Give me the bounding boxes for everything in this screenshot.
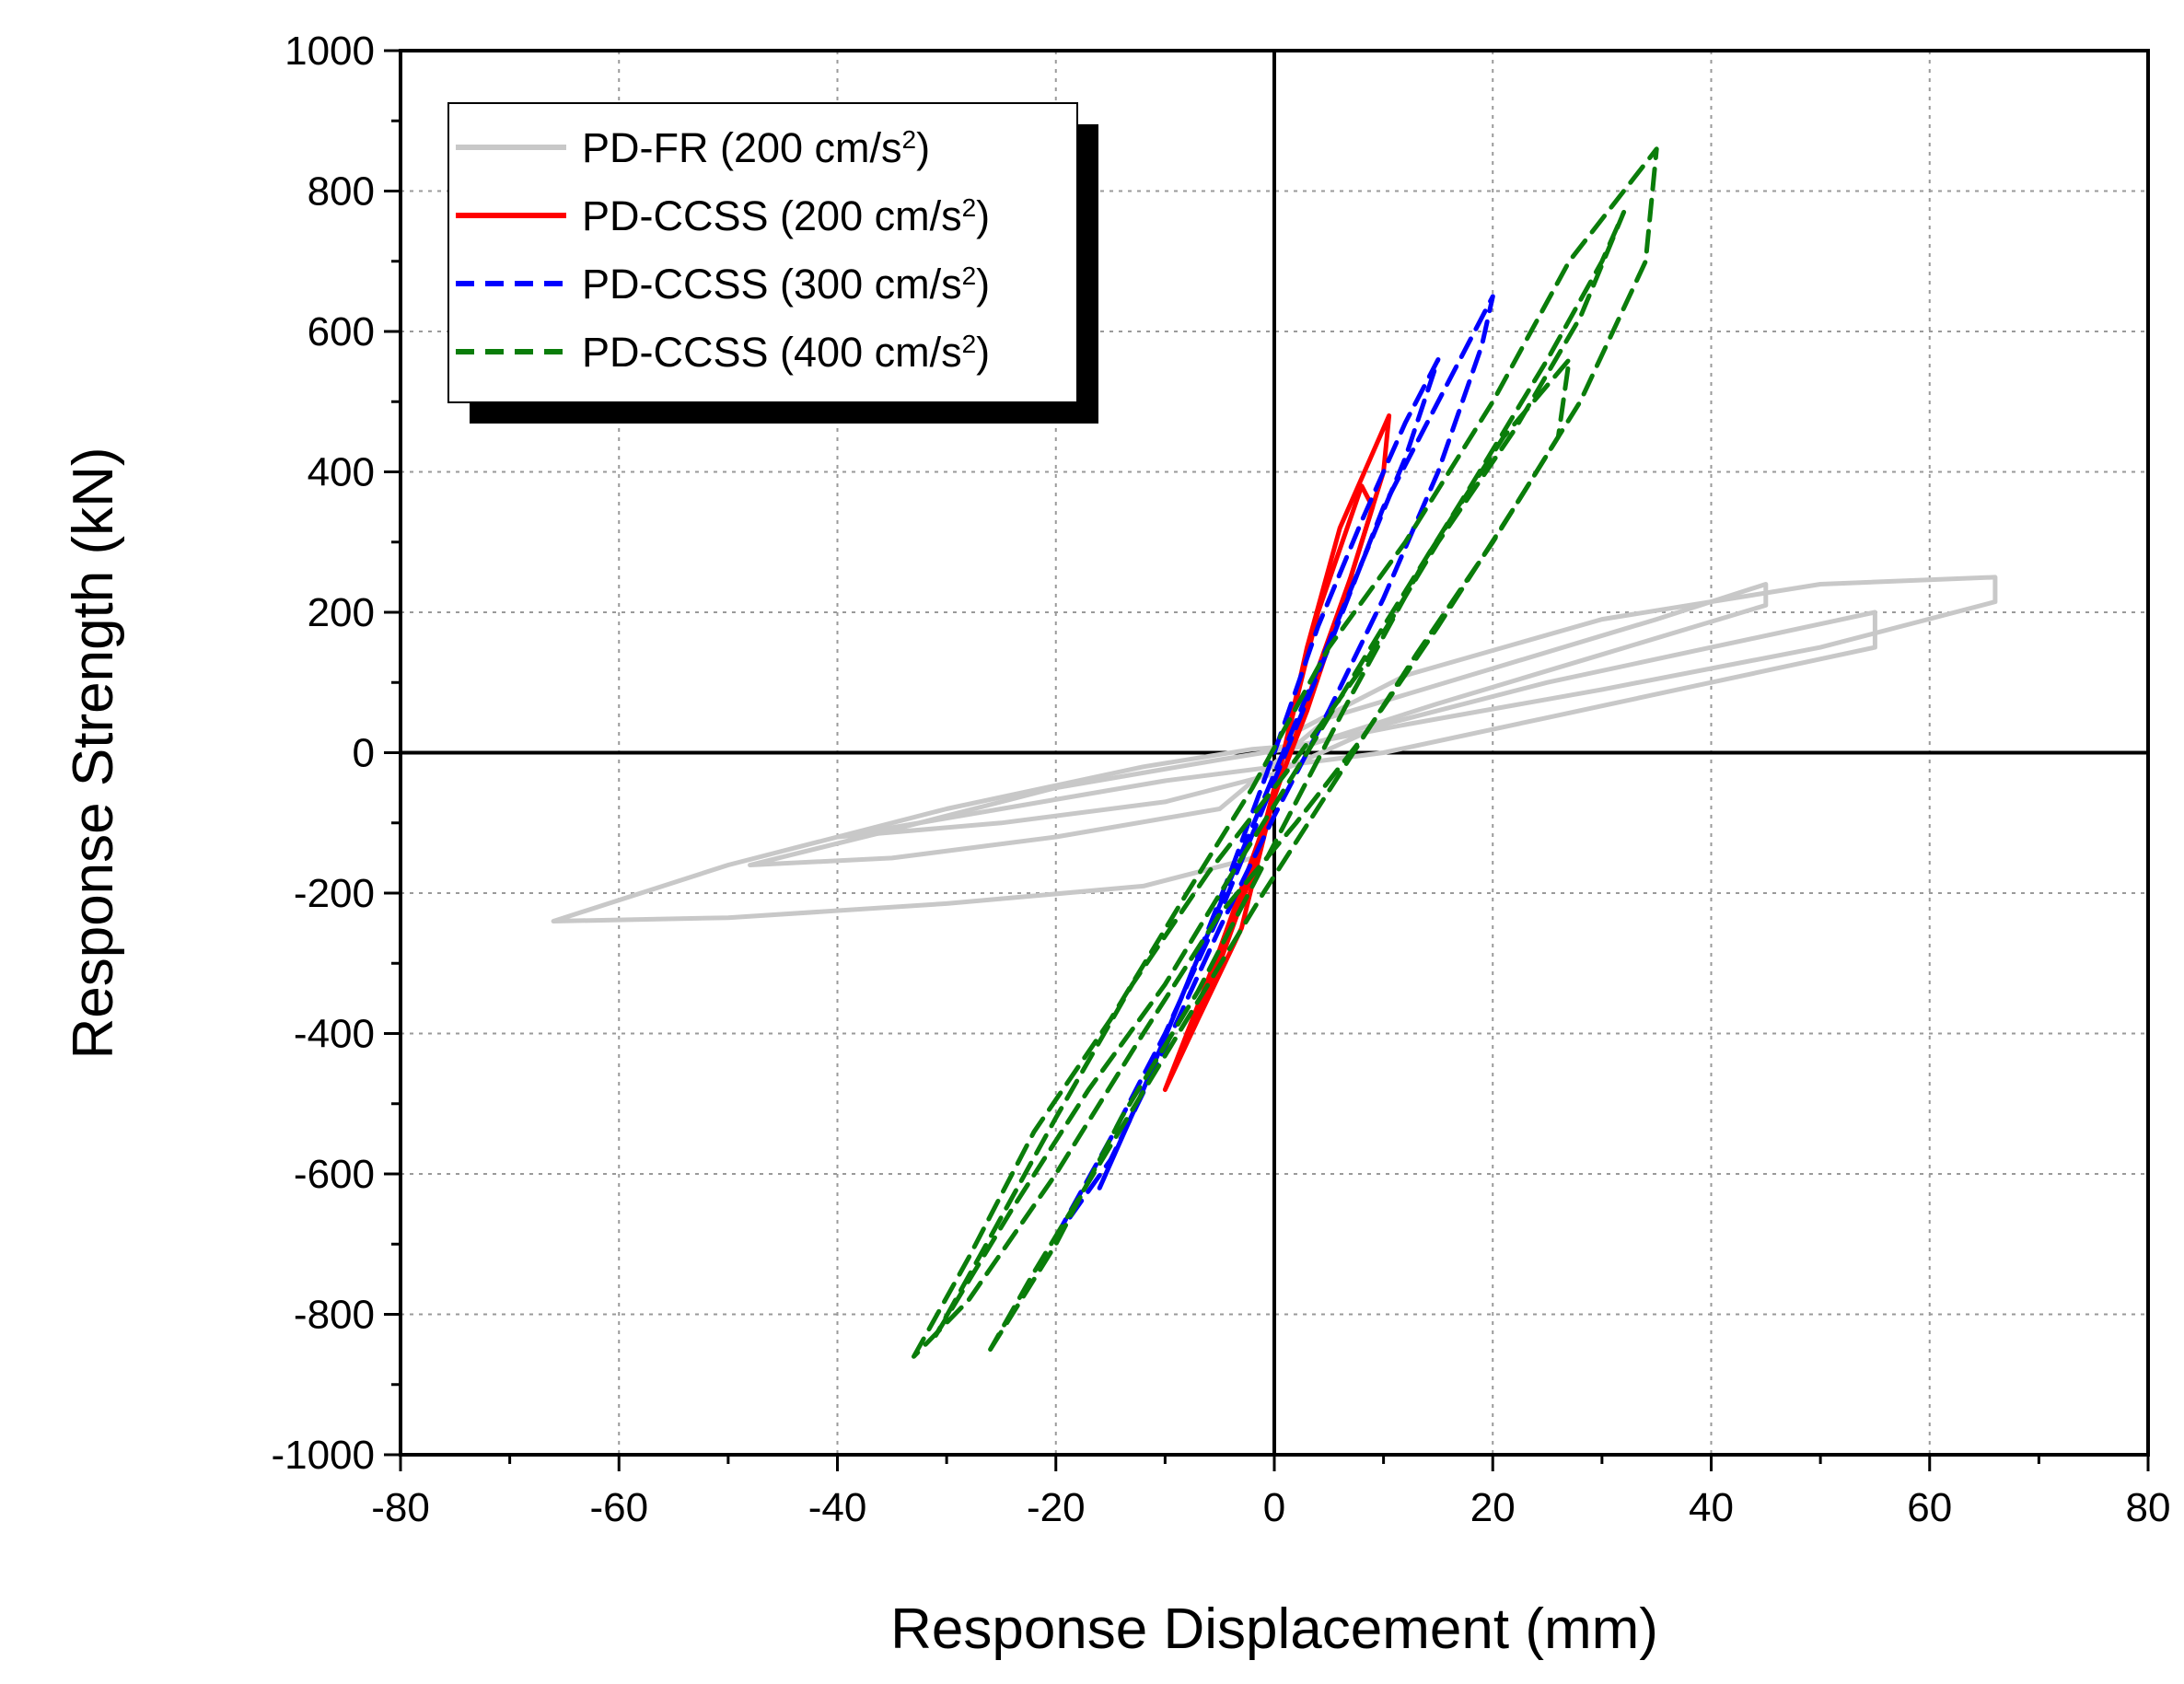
legend-item-1: PD-FR (200 cm/s2): [456, 124, 930, 171]
x-tick-label: 60: [1907, 1485, 1952, 1530]
x-tick-label: -40: [808, 1485, 867, 1530]
legend-item-2: PD-CCSS (200 cm/s2): [456, 192, 990, 239]
axis-ticks: [384, 49, 2150, 1471]
legend-label: PD-CCSS (300 cm/s2): [582, 261, 990, 308]
series-1-loop: [551, 575, 1998, 923]
series-3-loop: [1053, 294, 1495, 1240]
series-3-loop: [1097, 357, 1441, 1190]
x-tick-label: -20: [1027, 1485, 1086, 1530]
y-tick-label: -1000: [271, 1433, 375, 1478]
legend-label: PD-CCSS (200 cm/s2): [582, 192, 990, 239]
y-tick-label: -800: [294, 1293, 375, 1338]
legend-item-3: PD-CCSS (300 cm/s2): [456, 261, 990, 308]
x-tick-label: 40: [1689, 1485, 1734, 1530]
series-3: [1053, 294, 1495, 1240]
legend-items: PD-FR (200 cm/s2) PD-CCSS (200 cm/s2) PD-C…: [456, 124, 990, 376]
series-4-loop: [988, 357, 1572, 1353]
y-tick-label: 0: [353, 731, 375, 776]
x-tick-label: -60: [589, 1485, 648, 1530]
legend-label: PD-CCSS (400 cm/s2): [582, 329, 990, 376]
legend-item-4: PD-CCSS (400 cm/s2): [456, 329, 990, 376]
x-tick-label: 80: [2126, 1485, 2171, 1530]
series-1: [551, 575, 1998, 923]
x-axis-title: Response Displacement (mm): [890, 1597, 1658, 1661]
series-4-loop: [912, 146, 1659, 1359]
y-tick-label: 600: [308, 309, 375, 354]
x-tick-label: 20: [1470, 1485, 1516, 1530]
y-tick-label: 400: [308, 450, 375, 495]
y-tick-label: 800: [308, 169, 375, 215]
series-1-loop: [835, 610, 1877, 840]
y-tick-label: -400: [294, 1012, 375, 1057]
tick-labels: -80 -60 -40 -20 0 20 40 60 80-1000-800-600-400-2…: [271, 29, 2170, 1530]
y-tick-label: -200: [294, 871, 375, 916]
series-layer: [551, 146, 1998, 1359]
series-4: [912, 146, 1659, 1359]
legend-label: PD-FR (200 cm/s2): [582, 124, 930, 171]
y-tick-label: 1000: [285, 29, 375, 74]
y-tick-label: -600: [294, 1152, 375, 1197]
x-tick-label: -80: [371, 1485, 430, 1530]
series-4-loop: [933, 209, 1627, 1338]
x-tick-label: 0: [1263, 1485, 1285, 1530]
y-tick-label: 200: [308, 590, 375, 635]
legend: PD-FR (200 cm/s2) PD-CCSS (200 cm/s2) PD-C…: [447, 102, 1098, 424]
y-axis-title: Response Strength (kN): [62, 447, 125, 1059]
series-1-loop: [748, 582, 1769, 867]
